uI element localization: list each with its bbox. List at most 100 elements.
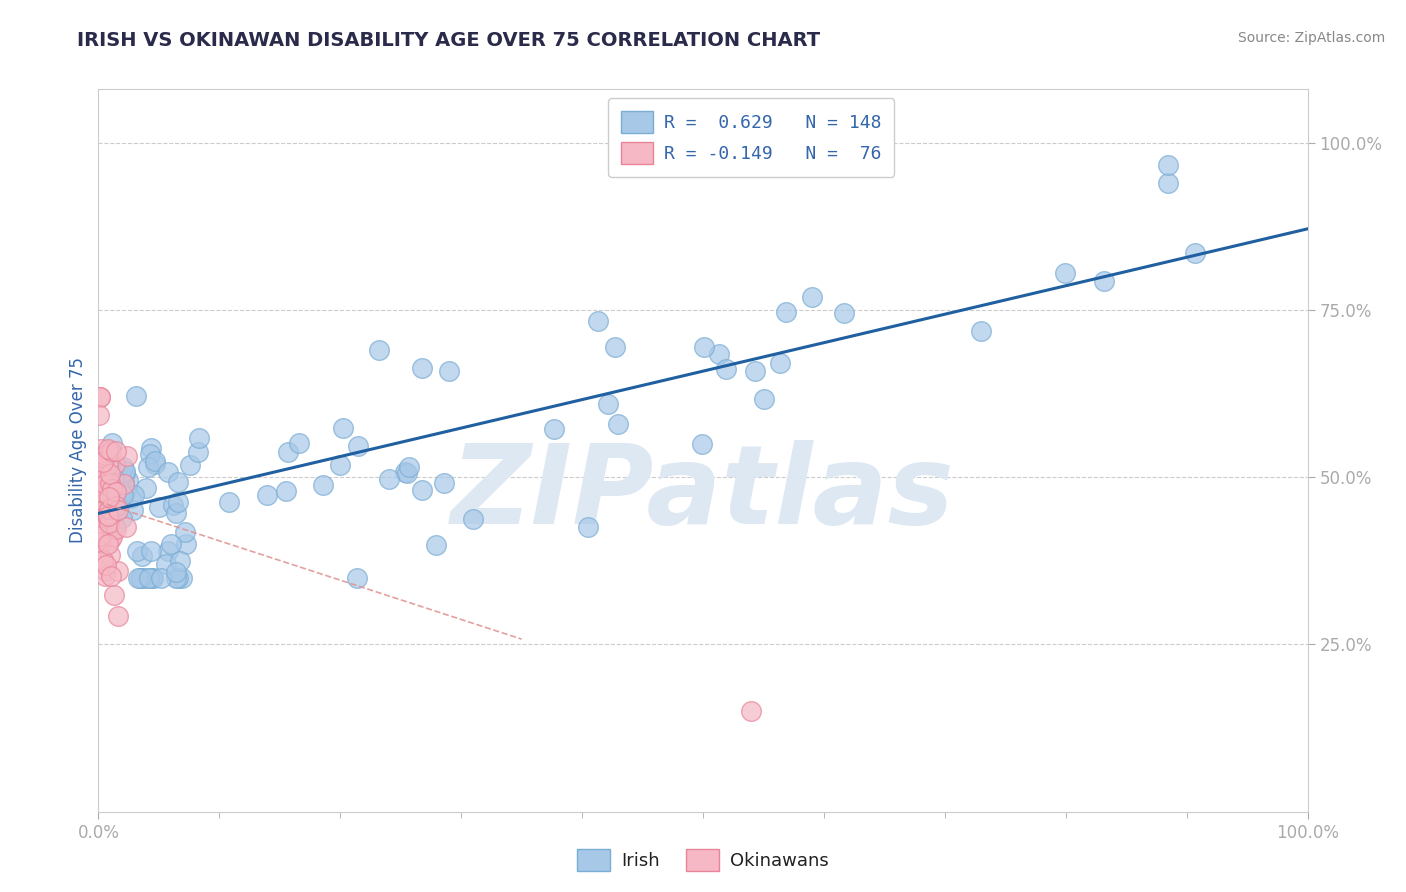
Point: [148, 500, 170, 515]
Point: [94, 558, 117, 572]
Point: [97, 516, 120, 530]
Point: [110, 468, 132, 483]
Point: [94, 569, 117, 583]
Point: [97, 537, 120, 551]
Point: [89, 549, 111, 564]
Point: [94, 473, 117, 487]
Point: [107, 609, 129, 624]
Point: [120, 491, 142, 505]
Point: [104, 480, 127, 494]
Point: [100, 533, 122, 548]
Point: [90, 532, 112, 546]
Point: [136, 571, 159, 585]
Point: [91, 522, 114, 536]
Point: [97, 458, 120, 472]
Point: [693, 340, 716, 354]
Point: [96, 507, 118, 521]
Point: [94, 449, 117, 463]
Point: [87, 527, 110, 541]
Point: [89, 478, 111, 492]
Point: [103, 588, 125, 602]
Point: [104, 444, 127, 458]
Point: [112, 475, 135, 490]
Point: [91, 468, 114, 483]
Point: [94, 453, 117, 467]
Point: [87, 523, 110, 537]
Point: [98, 484, 121, 499]
Point: [94, 488, 117, 502]
Point: [156, 544, 179, 558]
Point: [91, 502, 114, 516]
Point: [89, 475, 111, 489]
Point: [107, 502, 129, 516]
Point: [347, 439, 370, 453]
Point: [98, 468, 121, 483]
Point: [87, 494, 110, 508]
Point: [100, 475, 122, 490]
Point: [87, 409, 110, 423]
Point: [105, 485, 128, 500]
Point: [1157, 158, 1180, 172]
Point: [100, 473, 122, 487]
Point: [1092, 274, 1115, 288]
Point: [96, 467, 118, 482]
Point: [117, 474, 139, 488]
Point: [97, 502, 120, 516]
Point: [396, 467, 419, 481]
Point: [112, 476, 135, 491]
Point: [101, 530, 124, 544]
Point: [90, 442, 112, 457]
Point: [104, 522, 127, 536]
Point: [98, 506, 121, 520]
Point: [91, 468, 114, 483]
Point: [91, 499, 114, 513]
Point: [543, 422, 565, 436]
Point: [105, 499, 128, 513]
Point: [97, 491, 120, 505]
Point: [156, 465, 179, 479]
Point: [89, 483, 111, 498]
Point: [1157, 176, 1180, 190]
Text: ZIPatlas: ZIPatlas: [451, 441, 955, 548]
Point: [138, 571, 160, 585]
Point: [97, 486, 120, 500]
Point: [97, 461, 120, 475]
Point: [89, 479, 111, 493]
Point: [90, 471, 112, 485]
Point: [111, 511, 134, 525]
Point: [103, 483, 125, 498]
Point: [100, 475, 122, 490]
Point: [179, 458, 201, 472]
Point: [89, 519, 111, 533]
Point: [128, 571, 150, 585]
Point: [368, 343, 391, 357]
Point: [114, 464, 136, 478]
Point: [596, 397, 619, 411]
Point: [105, 494, 128, 508]
Point: [90, 450, 112, 465]
Point: [115, 520, 138, 534]
Point: [432, 476, 454, 491]
Point: [104, 457, 127, 471]
Point: [107, 486, 129, 500]
Point: [162, 498, 184, 512]
Point: [107, 502, 129, 516]
Point: [91, 484, 114, 499]
Point: [97, 492, 120, 507]
Point: [96, 510, 118, 524]
Point: [115, 483, 138, 497]
Point: [90, 537, 112, 551]
Point: [461, 512, 484, 526]
Point: [256, 488, 278, 502]
Point: [97, 504, 120, 518]
Text: Source: ZipAtlas.com: Source: ZipAtlas.com: [1237, 31, 1385, 45]
Point: [101, 491, 124, 506]
Point: [110, 494, 132, 508]
Point: [121, 503, 143, 517]
Point: [800, 291, 823, 305]
Point: [101, 483, 124, 497]
Point: [94, 565, 117, 579]
Legend: Irish, Okinawans: Irish, Okinawans: [571, 842, 835, 879]
Point: [101, 435, 124, 450]
Point: [169, 554, 191, 568]
